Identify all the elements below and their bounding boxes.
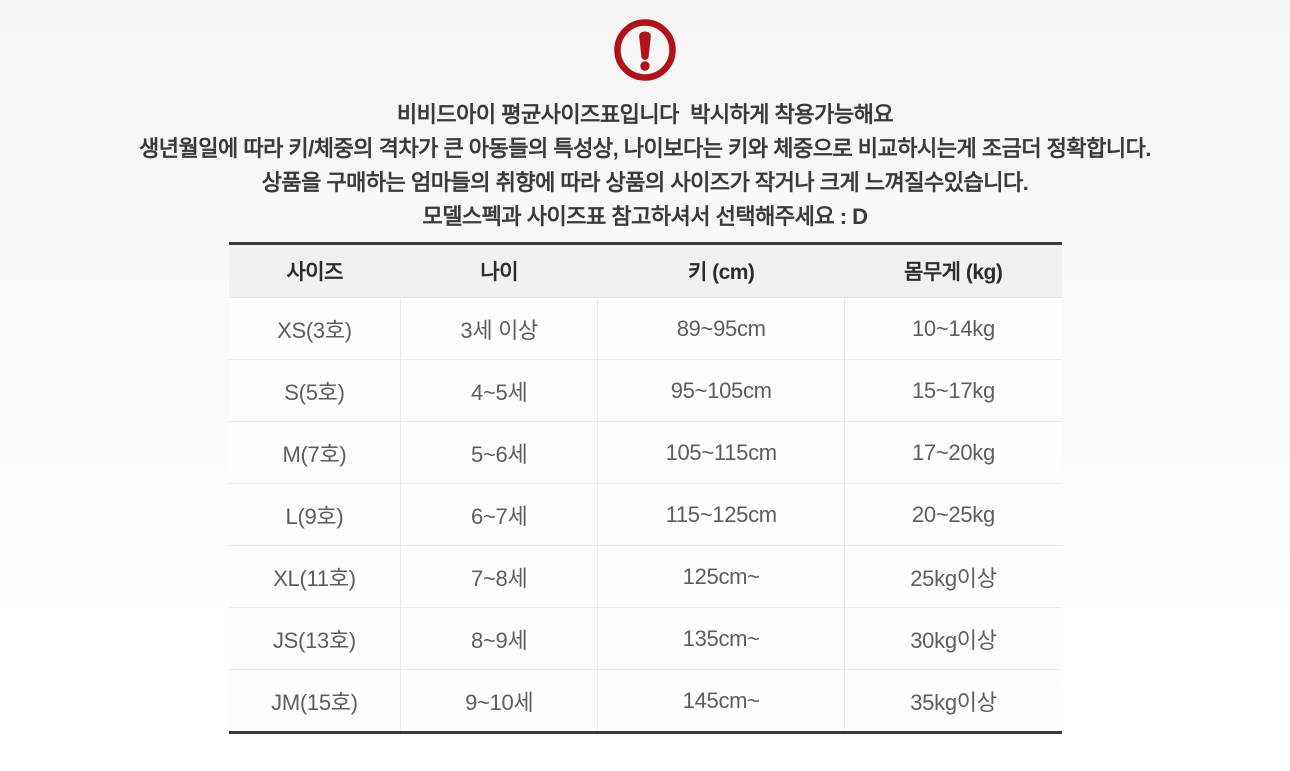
column-header-size: 사이즈 bbox=[228, 243, 401, 298]
cell-weight: 10~14kg bbox=[844, 297, 1062, 360]
notice-line-2: 생년월일에 따라 키/체중의 격차가 큰 아동들의 특성상, 나이보다는 키와 … bbox=[139, 136, 1151, 161]
cell-age: 4~5세 bbox=[400, 359, 598, 422]
cell-size: XS(3호) bbox=[277, 317, 352, 343]
table-row: S(5호) 4~5세 95~105cm 15~17kg bbox=[228, 359, 1062, 422]
cell-size: L(9호) bbox=[228, 483, 401, 546]
cell-age: 3세 이상 bbox=[400, 297, 598, 360]
cell-weight: 20~25kg bbox=[844, 483, 1062, 546]
cell-age: 6~7세 bbox=[400, 483, 598, 546]
table-row: M(7호) 5~6세 105~115cm 17~20kg bbox=[228, 421, 1062, 484]
column-header-height: 키 (cm) bbox=[597, 243, 845, 298]
cell-weight: 30kg이상 bbox=[844, 607, 1062, 670]
table-row: XS(3호) 3세 이상 89~95cm 10~14kg bbox=[229, 297, 1062, 360]
cell-height: 125cm~ bbox=[596, 545, 845, 608]
table-row: JS(13호) 8~9세 135cm~ 30kg이상 bbox=[228, 607, 1062, 670]
cell-height: 105~115cm bbox=[596, 421, 845, 484]
exclamation-circle-icon bbox=[0, 17, 1290, 85]
cell-size: JM(15호) bbox=[228, 669, 401, 733]
cell-size: JS(13호) bbox=[228, 607, 401, 670]
cell-size: S(5호) bbox=[228, 359, 401, 422]
cell-age: 9~10세 bbox=[400, 669, 598, 733]
cell-height: 135cm~ bbox=[596, 607, 845, 670]
cell-size: XL(11호) bbox=[228, 545, 401, 608]
cell-weight: 15~17kg bbox=[844, 359, 1062, 422]
cell-age: 7~8세 bbox=[400, 545, 598, 608]
cell-height: 95~105cm bbox=[596, 359, 845, 422]
cell-height: 89~95cm bbox=[596, 297, 845, 360]
cell-age: 5~6세 bbox=[400, 421, 598, 484]
table-row: L(9호) 6~7세 115~125cm 20~25kg bbox=[228, 483, 1062, 546]
cell-age: 8~9세 bbox=[400, 607, 598, 670]
cell-weight: 17~20kg bbox=[844, 421, 1062, 484]
cell-height: 145cm~ bbox=[596, 669, 845, 733]
cell-weight: 25kg이상 bbox=[844, 545, 1062, 608]
cell-size: M(7호) bbox=[228, 421, 401, 484]
notice-line-1: 비비드아이 평균사이즈표입니다 박시하게 착용가능해요 bbox=[396, 102, 894, 127]
size-table-header-row: 사이즈 나이 키 (cm) 몸무게 (kg) bbox=[228, 243, 1062, 298]
table-row: JM(15호) 9~10세 145cm~ 35kg이상 bbox=[228, 669, 1062, 733]
notice-line-4: 모델스펙과 사이즈표 참고하셔서 선택해주세요 : D bbox=[422, 204, 868, 229]
column-header-age: 나이 bbox=[400, 243, 598, 298]
cell-height: 115~125cm bbox=[596, 483, 845, 546]
column-header-weight: 몸무게 (kg) bbox=[844, 243, 1062, 298]
notice-line-3: 상품을 구매하는 엄마들의 취향에 따라 상품의 사이즈가 작거나 크게 느껴질… bbox=[261, 170, 1029, 195]
cell-weight: 35kg이상 bbox=[844, 669, 1062, 733]
size-table: 사이즈 나이 키 (cm) 몸무게 (kg) XS(3호) 3세 이상 89~9… bbox=[228, 242, 1062, 734]
table-row: XL(11호) 7~8세 125cm~ 25kg이상 bbox=[228, 545, 1062, 608]
notice-text-block: 비비드아이 평균사이즈표입니다 박시하게 착용가능해요 생년월일에 따라 키/체… bbox=[0, 98, 1290, 234]
